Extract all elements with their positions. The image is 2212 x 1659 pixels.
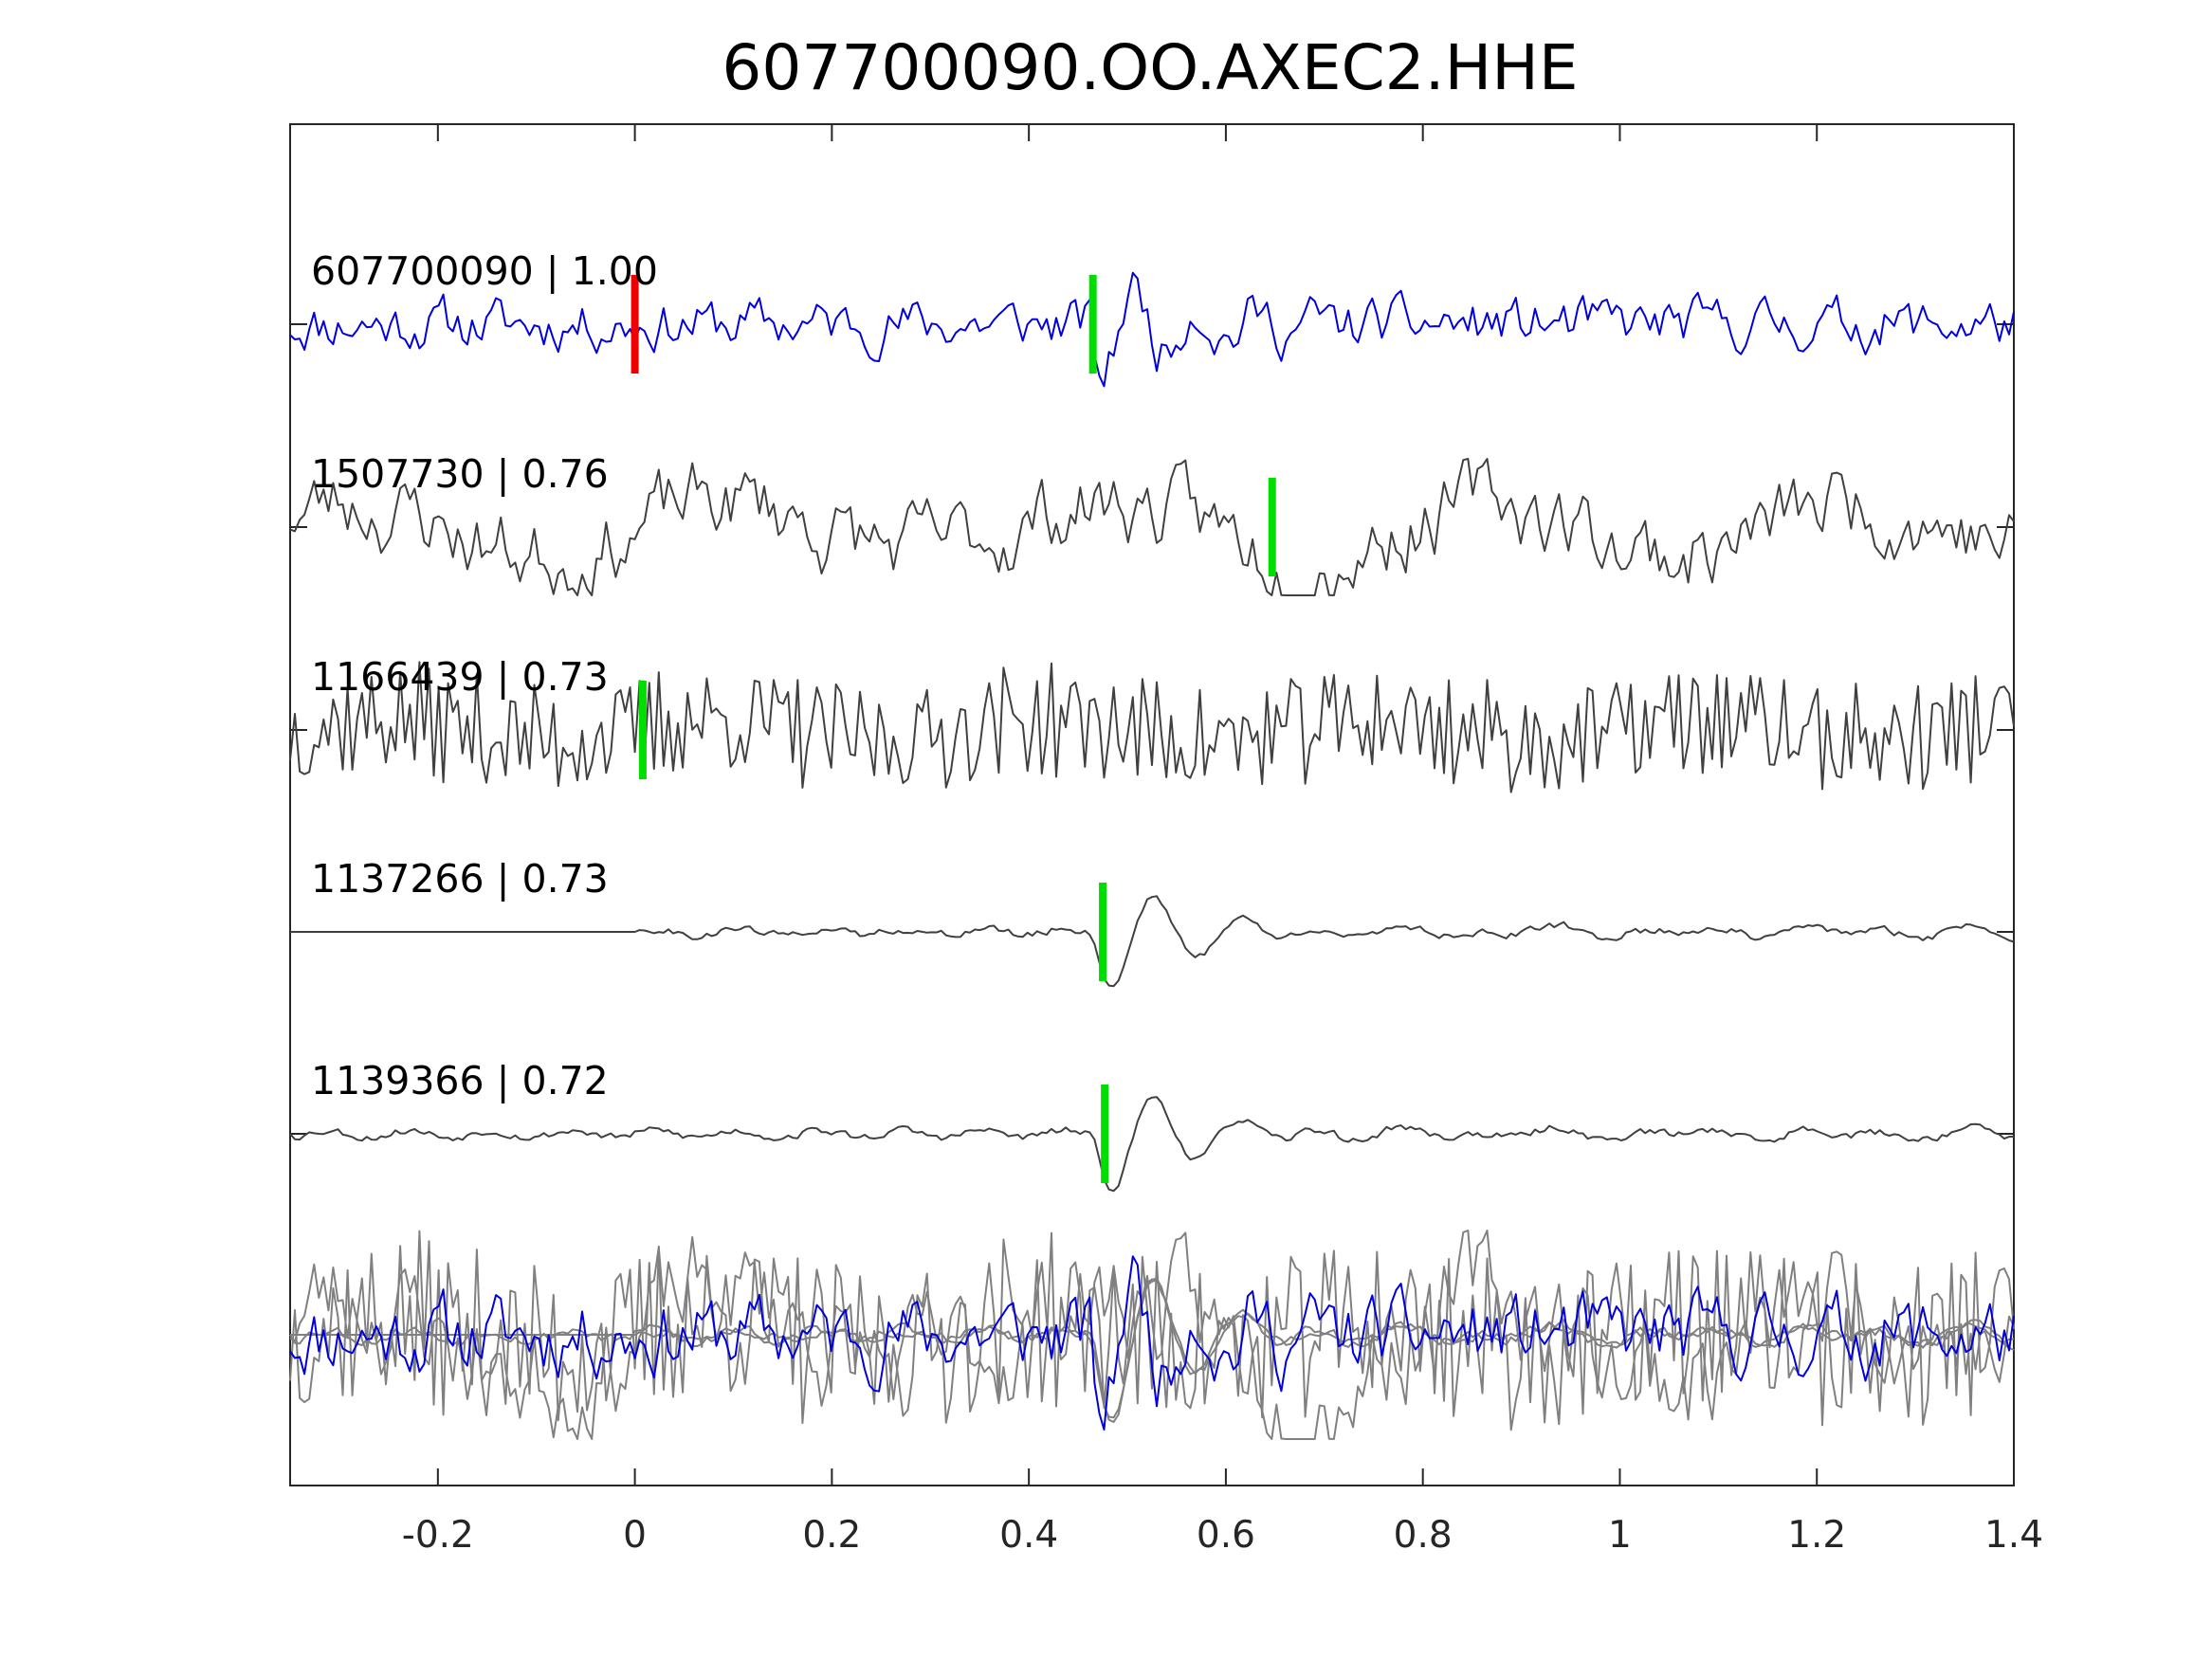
x-tick-label: 1.4 xyxy=(1984,1514,2043,1557)
trace-panel xyxy=(289,271,2015,1193)
stack-line-1137266 xyxy=(290,1279,2015,1419)
x-tick-label: 1 xyxy=(1608,1514,1632,1557)
plot-frame xyxy=(289,123,2015,1486)
stack-line-1166439 xyxy=(289,1230,2015,1431)
x-axis-tick-labels: -0.2 0 0.2 0.4 0.6 0.8 1 1.2 1.4 xyxy=(402,1514,2043,1557)
trace-label-1139366: 1139366 | 0.72 xyxy=(311,1058,609,1103)
trace-line-1139366 xyxy=(289,1096,2015,1193)
x-tick-label: 1.2 xyxy=(1787,1514,1846,1557)
stack-line-1139366 xyxy=(289,1277,2015,1423)
x-tick-label: -0.2 xyxy=(402,1514,474,1557)
y-axis-ticks xyxy=(290,323,2014,1135)
x-tick-label: 0 xyxy=(623,1514,647,1557)
trace-label-1137266: 1137266 | 0.73 xyxy=(311,856,609,902)
pick-markers xyxy=(631,275,1276,1183)
chart-title: 607700090.OO.AXEC2.HHE xyxy=(722,31,1578,104)
trace-label-607700090: 607700090 | 1.00 xyxy=(311,248,658,294)
trace-line-1166439 xyxy=(289,661,2015,793)
x-tick-label: 0.4 xyxy=(999,1514,1058,1557)
trace-label-1507730: 1507730 | 0.76 xyxy=(311,451,609,497)
x-axis-ticks xyxy=(436,124,2015,1486)
trace-line-1507730 xyxy=(289,458,2015,596)
trace-label-1166439: 1166439 | 0.73 xyxy=(311,654,609,700)
x-tick-label: 0.6 xyxy=(1197,1514,1255,1557)
x-tick-label: 0.8 xyxy=(1394,1514,1453,1557)
stack-line-1507730 xyxy=(289,1230,2015,1440)
x-tick-label: 0.2 xyxy=(802,1514,861,1557)
stack-line-template xyxy=(289,1255,2015,1431)
trace-labels: 607700090 | 1.00 1507730 | 0.76 1166439 | … xyxy=(311,248,658,1103)
trace-line-607700090 xyxy=(289,271,2015,388)
trace-line-1137266 xyxy=(290,895,2015,988)
overlay-stack xyxy=(289,1230,2015,1440)
